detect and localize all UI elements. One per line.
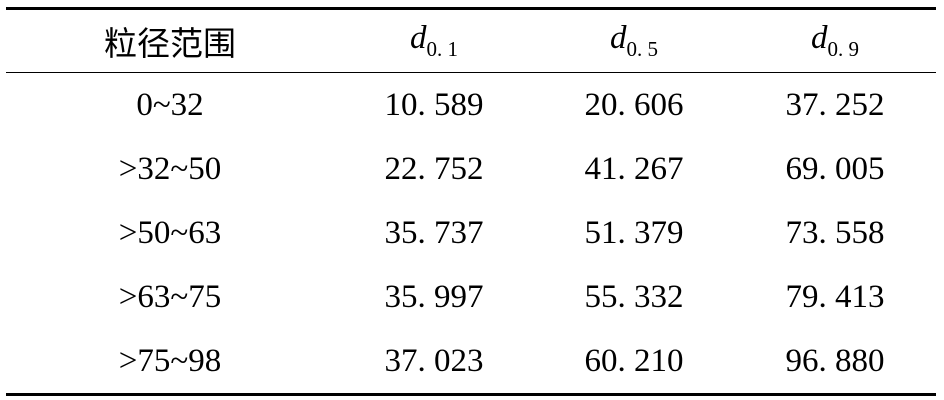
table-row: >32~50 22. 752 41. 267 69. 005 [6,137,936,201]
header-symbol: d [410,20,427,56]
value-cell: 69. 005 [785,150,885,187]
data-table: 粒径范围 d0. 1 d0. 5 d0. 9 0~32 10. 589 20. 606 37… [6,7,936,396]
value-cell: 35. 997 [384,278,484,315]
table-row: 0~32 10. 589 20. 606 37. 252 [6,73,936,138]
header-cell: d0. 1 [334,9,534,73]
size-range: 0~32 [136,86,204,123]
value-cell: 73. 558 [785,214,885,251]
header-text: 粒径范围 [104,27,236,63]
table-row: >50~63 35. 737 51. 379 73. 558 [6,201,936,265]
table-row: >75~98 37. 023 60. 210 96. 880 [6,329,936,395]
size-range: >32~50 [118,150,222,187]
value-cell: 41. 267 [584,150,684,187]
value-cell: 10. 589 [384,86,484,123]
size-range: >63~75 [118,278,222,315]
value-cell: 51. 379 [584,214,684,251]
header-cell: 粒径范围 [6,9,334,73]
value-cell: 37. 023 [384,342,484,379]
value-cell: 60. 210 [584,342,684,379]
header-cell: d0. 5 [534,9,734,73]
value-cell: 55. 332 [584,278,684,315]
header-cell: d0. 9 [734,9,936,73]
size-range: >75~98 [118,342,222,379]
header-subscript: 0. 1 [426,37,459,61]
value-cell: 35. 737 [384,214,484,251]
header-subscript: 0. 9 [827,37,860,61]
header-symbol: d [610,20,627,56]
table-body: 0~32 10. 589 20. 606 37. 252 >32~50 22. 752 41… [6,73,936,395]
value-cell: 37. 252 [785,86,885,123]
value-cell: 20. 606 [584,86,684,123]
value-cell: 79. 413 [785,278,885,315]
table-row: >63~75 35. 997 55. 332 79. 413 [6,265,936,329]
size-range: >50~63 [118,214,222,251]
value-cell: 96. 880 [785,342,885,379]
header-row: 粒径范围 d0. 1 d0. 5 d0. 9 [6,8,936,73]
value-cell: 22. 752 [384,150,484,187]
header-subscript: 0. 5 [626,37,659,61]
header-symbol: d [811,20,828,56]
